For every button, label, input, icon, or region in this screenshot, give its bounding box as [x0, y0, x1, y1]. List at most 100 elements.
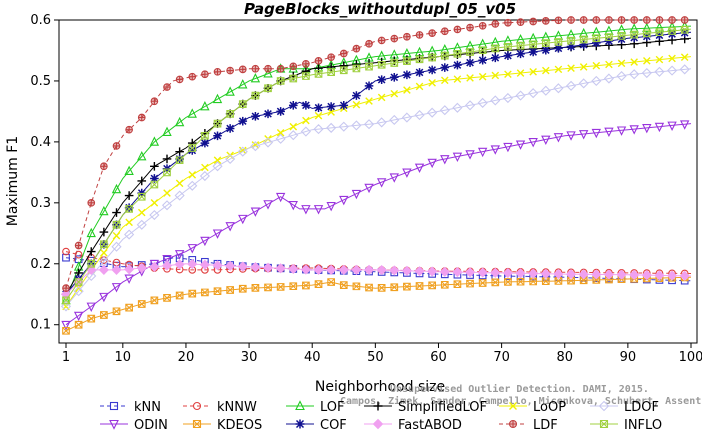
data-point — [377, 60, 386, 69]
data-point — [150, 296, 159, 305]
data-point — [112, 142, 121, 150]
data-point — [680, 25, 689, 34]
legend-label: LDOF — [624, 400, 659, 415]
legend-label: LOF — [320, 400, 345, 415]
data-point — [264, 64, 272, 73]
data-point — [109, 419, 119, 430]
data-point — [301, 205, 311, 215]
series-fastabod — [60, 259, 692, 300]
data-point — [504, 18, 512, 27]
data-point — [326, 102, 336, 111]
data-point — [403, 282, 411, 291]
data-point — [364, 183, 374, 194]
data-point — [351, 120, 362, 131]
data-point — [351, 264, 362, 275]
data-point — [187, 180, 198, 191]
data-point — [212, 161, 223, 172]
data-point — [464, 100, 476, 111]
data-point — [579, 63, 588, 71]
x-axis-label: Neighborhood size — [315, 379, 445, 395]
data-point — [201, 70, 209, 79]
y-tick-label: 0.3 — [30, 196, 51, 211]
data-point — [175, 75, 184, 84]
legend: kNN kNNW LOF SimplifiedLOF LoOP LDOF ODIN KDEOS… — [100, 400, 662, 433]
data-point — [251, 111, 260, 121]
data-point — [478, 46, 487, 55]
data-point — [390, 283, 399, 292]
data-point — [364, 81, 374, 91]
data-point — [464, 267, 476, 278]
data-point — [528, 138, 538, 148]
data-point — [365, 40, 373, 48]
data-point — [163, 294, 171, 302]
data-point — [112, 220, 121, 229]
y-axis: 0.1 0.2 0.3 0.4 0.5 0.6 — [30, 13, 59, 333]
data-point — [415, 68, 424, 77]
data-point — [136, 219, 147, 230]
legend-item-kdeos: KDEOS — [183, 418, 262, 433]
data-point — [642, 124, 652, 134]
data-point — [365, 283, 373, 292]
data-point — [200, 236, 210, 247]
data-point — [440, 155, 450, 165]
data-point — [504, 42, 512, 51]
data-point — [440, 63, 450, 72]
data-point — [478, 55, 487, 65]
data-point — [188, 72, 197, 81]
data-point — [295, 419, 305, 429]
data-point — [125, 205, 133, 213]
data-point — [136, 262, 147, 274]
data-point — [86, 227, 96, 238]
data-point — [149, 209, 160, 221]
y-tick-label: 0.4 — [30, 135, 51, 150]
data-point — [212, 93, 223, 104]
data-point — [86, 270, 97, 282]
data-point — [264, 84, 272, 93]
data-point — [302, 60, 310, 68]
data-point — [62, 247, 70, 256]
data-point — [477, 97, 488, 108]
x-tick-label: 10 — [115, 350, 132, 365]
data-point — [643, 57, 651, 65]
data-point — [372, 418, 384, 430]
data-point — [516, 49, 525, 59]
data-point — [264, 283, 272, 292]
data-point — [579, 40, 588, 49]
series-ldf — [62, 16, 691, 292]
data-point — [654, 270, 665, 281]
legend-item-cof: COF — [286, 418, 347, 433]
data-point — [377, 75, 386, 85]
data-point — [466, 48, 474, 56]
data-point — [578, 269, 589, 280]
legend-label: kNN — [134, 400, 161, 415]
data-point — [629, 125, 639, 135]
data-point — [567, 16, 575, 24]
data-point — [125, 303, 133, 312]
legend-item-knnw: kNNW — [183, 400, 257, 415]
data-point — [389, 173, 399, 183]
legend-label: KDEOS — [217, 418, 262, 433]
data-point — [376, 264, 387, 276]
data-point — [326, 264, 337, 275]
data-point — [565, 80, 577, 91]
data-point — [289, 74, 298, 83]
data-point — [516, 277, 525, 286]
data-point — [439, 105, 450, 116]
legend-item-odin: ODIN — [100, 418, 168, 433]
y-axis-label: Maximum F1 — [5, 136, 21, 226]
data-point — [201, 163, 209, 172]
data-point — [516, 69, 525, 77]
data-point — [137, 150, 147, 161]
data-point — [225, 153, 236, 165]
data-point — [225, 222, 235, 232]
data-point — [238, 100, 247, 108]
data-point — [238, 79, 248, 89]
watermark-line-2: Campos, Zimek, Sander, Campello, Micenko… — [340, 395, 702, 407]
data-point — [377, 93, 386, 102]
data-point — [440, 76, 449, 85]
data-point — [478, 22, 487, 30]
legend-label: ODIN — [134, 418, 168, 433]
series-odin — [61, 120, 692, 331]
data-point — [591, 75, 602, 87]
data-point — [414, 163, 425, 174]
